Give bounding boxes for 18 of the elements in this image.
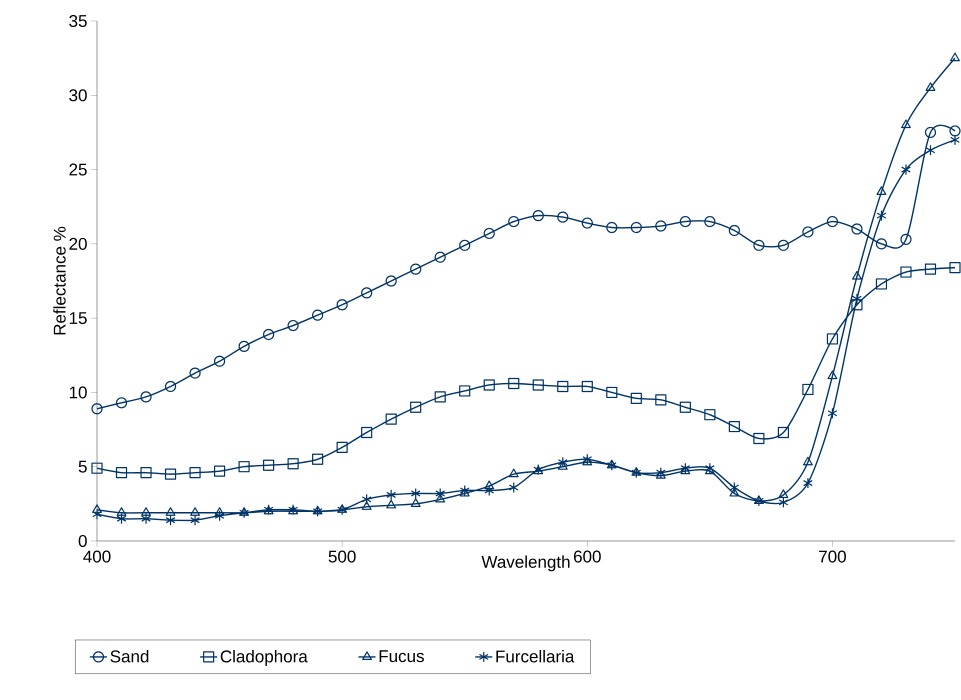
y-tick-label: 15 xyxy=(70,312,87,324)
legend-label: Sand xyxy=(110,650,148,662)
x-tick-label: 600 xyxy=(574,550,601,563)
y-tick-label: 10 xyxy=(70,386,87,398)
y-tick-label: 20 xyxy=(69,238,87,250)
y-tick-label: 25 xyxy=(69,164,87,176)
x-axis-title: Wavelength xyxy=(482,555,570,572)
legend-label: Cladophora xyxy=(220,650,308,666)
y-tick-label: 30 xyxy=(69,89,87,102)
y-tick-label: 5 xyxy=(78,460,87,473)
legend-label: Fucus xyxy=(380,650,424,662)
x-tick-label: 700 xyxy=(819,550,846,563)
x-tick-label: 500 xyxy=(328,550,356,563)
legend-label: Furcellaria xyxy=(496,650,574,662)
x-tick-label: 400 xyxy=(83,550,111,563)
y-tick-label: 35 xyxy=(69,14,87,28)
y-tick-label: 0 xyxy=(78,534,87,548)
y-axis-title: Reflectance % xyxy=(53,226,66,334)
